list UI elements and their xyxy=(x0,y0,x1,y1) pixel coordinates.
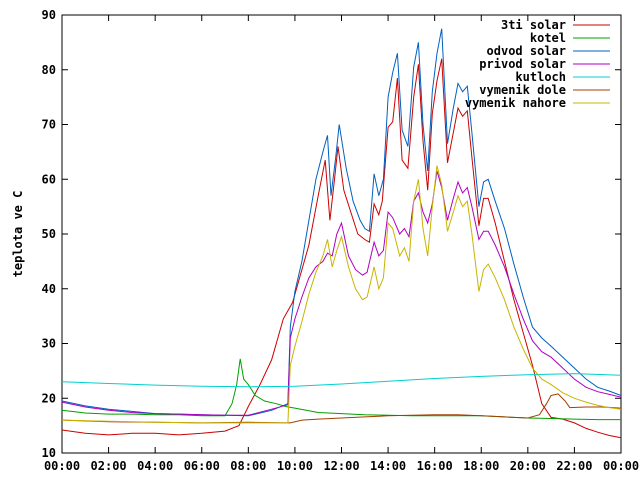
y-tick-label: 50 xyxy=(42,227,56,241)
x-tick-label: 16:00 xyxy=(417,459,453,473)
x-tick-label: 10:00 xyxy=(277,459,313,473)
legend-label: odvod solar xyxy=(487,44,566,58)
x-tick-label: 18:00 xyxy=(463,459,499,473)
x-tick-label: 22:00 xyxy=(556,459,592,473)
y-tick-label: 30 xyxy=(42,337,56,351)
series-line-4 xyxy=(61,373,622,388)
x-tick-label: 00:00 xyxy=(44,459,80,473)
y-axis-label: teplota ve C xyxy=(11,191,25,278)
legend-label: vymenik dole xyxy=(479,83,566,97)
legend-label: privod solar xyxy=(479,57,566,71)
x-tick-label: 06:00 xyxy=(184,459,220,473)
y-tick-label: 70 xyxy=(42,118,56,132)
y-axis-ticks: 10 20 30 40 50 60 70 80 90 xyxy=(42,8,621,460)
x-tick-label: 02:00 xyxy=(91,459,127,473)
series-line-0 xyxy=(61,58,622,439)
legend-label: kotel xyxy=(530,31,566,45)
y-tick-label: 10 xyxy=(42,446,56,460)
legend-label: vymenik nahore xyxy=(465,96,566,110)
series-group xyxy=(61,28,622,439)
y-tick-label: 60 xyxy=(42,172,56,186)
legend-label: 3ti solar xyxy=(501,18,566,32)
x-axis-ticks: 00:00 02:00 04:00 06:00 08:00 10:00 12:00 14:00… xyxy=(44,15,639,473)
legend-label: kutloch xyxy=(515,70,566,84)
series-line-6 xyxy=(61,165,622,424)
y-tick-label: 20 xyxy=(42,391,56,405)
x-tick-label: 00:00 xyxy=(603,459,639,473)
y-tick-label: 90 xyxy=(42,8,56,22)
series-line-3 xyxy=(61,170,622,416)
series-line-1 xyxy=(61,358,621,421)
x-tick-label: 04:00 xyxy=(137,459,173,473)
y-tick-label: 40 xyxy=(42,282,56,296)
x-tick-label: 20:00 xyxy=(510,459,546,473)
x-tick-label: 12:00 xyxy=(323,459,359,473)
x-tick-label: 14:00 xyxy=(370,459,406,473)
x-tick-label: 08:00 xyxy=(230,459,266,473)
y-tick-label: 80 xyxy=(42,63,56,77)
